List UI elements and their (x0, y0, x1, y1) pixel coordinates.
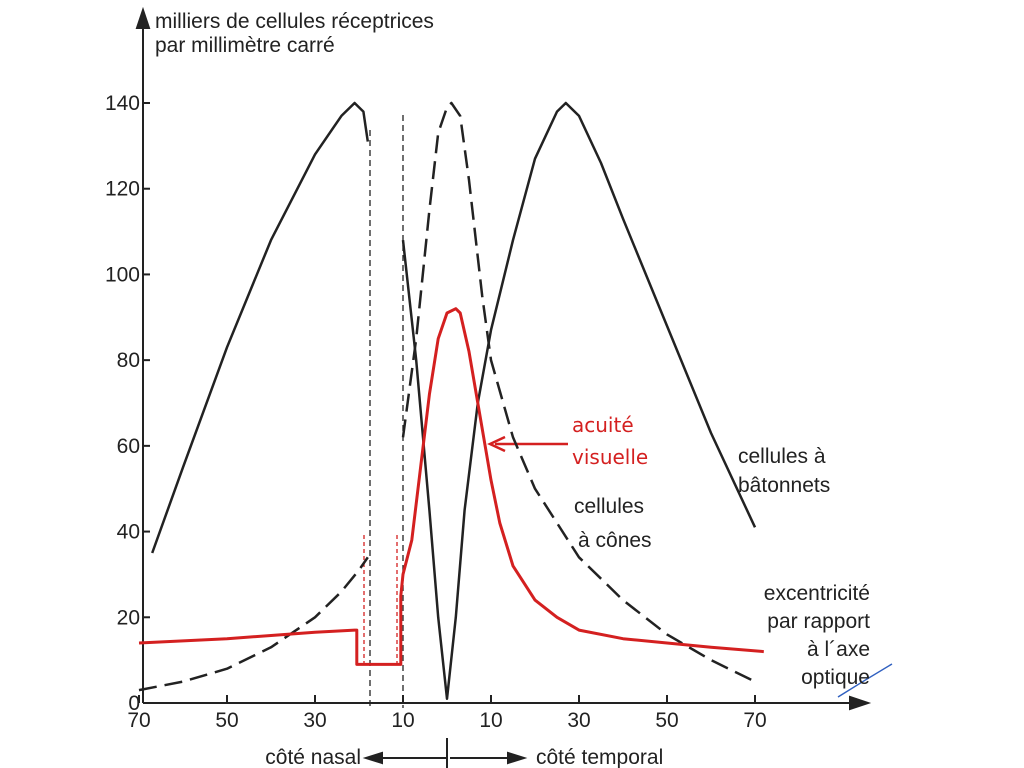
x-label-left: côté nasal (265, 746, 361, 768)
x-label-right: côté temporal (536, 746, 663, 768)
y-tick-label: 0 (128, 692, 140, 715)
label-line: cellules (574, 495, 644, 518)
series-label: acuité visuelle (572, 413, 648, 469)
series-label: cellules à bâtonnets (738, 445, 830, 497)
label-line: acuité (572, 413, 634, 437)
y-tick-label: 20 (117, 606, 140, 629)
x-arrow (849, 695, 872, 711)
x-tick-label: 70 (127, 709, 150, 732)
y-tick-label: 80 (117, 349, 140, 372)
label-line: bâtonnets (738, 474, 830, 497)
label-line: cellules à (738, 445, 826, 468)
x-tick-label: 70 (743, 709, 766, 732)
y-arrow (135, 6, 151, 29)
label-line: visuelle (572, 445, 648, 469)
y-tick-label: 120 (105, 178, 140, 201)
label-line: excentricité (764, 582, 870, 605)
series-label: cellules à cônes (574, 495, 652, 552)
series-line (151, 101, 757, 700)
y-tick-label: 100 (105, 263, 140, 286)
x-tick-label: 10 (391, 709, 414, 732)
label-line: à cônes (578, 529, 652, 552)
x-axis-label: excentricité par rapport à l´axe optique (764, 582, 870, 689)
label-line: optique (801, 666, 870, 689)
temporal-arrow-head (507, 751, 528, 765)
title-line: milliers de cellules réceptrices (155, 10, 434, 33)
x-tick-label: 10 (479, 709, 502, 732)
x-tick-label: 30 (303, 709, 326, 732)
nasal-arrow-head (362, 751, 383, 765)
x-tick-label: 30 (567, 709, 590, 732)
title-line: par millimètre carré (155, 34, 335, 57)
axes (135, 6, 893, 768)
series-line (138, 307, 764, 666)
x-tick-label: 50 (655, 709, 678, 732)
y-tick-label: 40 (117, 521, 140, 544)
x-tick-label: 50 (215, 709, 238, 732)
label-line: par rapport (767, 610, 870, 633)
label-line: à l´axe (807, 638, 870, 661)
title: milliers de cellules réceptrices par mill… (155, 10, 434, 57)
pen-stroke (837, 663, 893, 698)
y-tick-label: 140 (105, 92, 140, 115)
acuity-pointer-head (487, 435, 506, 453)
series-line (138, 101, 756, 692)
y-tick-label: 60 (117, 435, 140, 458)
y-tick-labels: 0 20 40 60 80 100 120 140 (105, 92, 140, 715)
